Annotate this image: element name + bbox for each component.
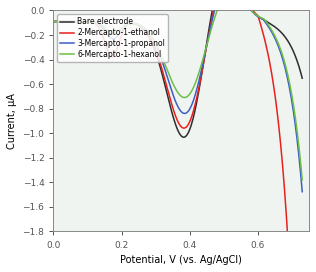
3-Mercapto-1-propanol [52, 20, 55, 23]
Bare electrode [182, 135, 185, 139]
6-Mercapto-1-hexanol [196, 74, 200, 78]
6-Mercapto-1-hexanol [52, 20, 55, 23]
6-Mercapto-1-hexanol [210, 25, 214, 28]
2-Mercapto-1-ethanol [210, 17, 214, 20]
Line: 6-Mercapto-1-hexanol: 6-Mercapto-1-hexanol [53, 0, 302, 180]
Line: Bare electrode: Bare electrode [53, 0, 302, 137]
Bare electrode [203, 53, 207, 57]
Bare electrode [196, 92, 200, 96]
6-Mercapto-1-hexanol [203, 52, 206, 55]
Bare electrode [67, 20, 70, 23]
3-Mercapto-1-propanol [67, 20, 70, 23]
2-Mercapto-1-ethanol [196, 91, 200, 94]
3-Mercapto-1-propanol [266, 24, 270, 28]
3-Mercapto-1-propanol [210, 20, 214, 23]
2-Mercapto-1-ethanol [203, 57, 206, 60]
Line: 2-Mercapto-1-ethanol: 2-Mercapto-1-ethanol [53, 0, 302, 272]
2-Mercapto-1-ethanol [52, 20, 55, 23]
Bare electrode [52, 20, 55, 23]
Legend: Bare electrode, 2-Mercapto-1-ethanol, 3-Mercapto-1-propanol, 6-Mercapto-1-hexano: Bare electrode, 2-Mercapto-1-ethanol, 3-… [57, 14, 168, 62]
X-axis label: Potential, V (vs. Ag/AgCl): Potential, V (vs. Ag/AgCl) [120, 255, 242, 265]
3-Mercapto-1-propanol [196, 84, 200, 87]
3-Mercapto-1-propanol [300, 190, 304, 193]
Line: 3-Mercapto-1-propanol: 3-Mercapto-1-propanol [53, 0, 302, 192]
Bare electrode [266, 21, 270, 24]
6-Mercapto-1-hexanol [300, 178, 304, 181]
6-Mercapto-1-hexanol [240, 0, 244, 2]
3-Mercapto-1-propanol [203, 54, 206, 58]
Bare electrode [300, 77, 304, 80]
Bare electrode [210, 9, 214, 12]
6-Mercapto-1-hexanol [266, 23, 270, 26]
2-Mercapto-1-ethanol [266, 52, 270, 55]
6-Mercapto-1-hexanol [67, 20, 70, 23]
Y-axis label: Current, μA: Current, μA [7, 93, 17, 149]
2-Mercapto-1-ethanol [67, 20, 70, 23]
